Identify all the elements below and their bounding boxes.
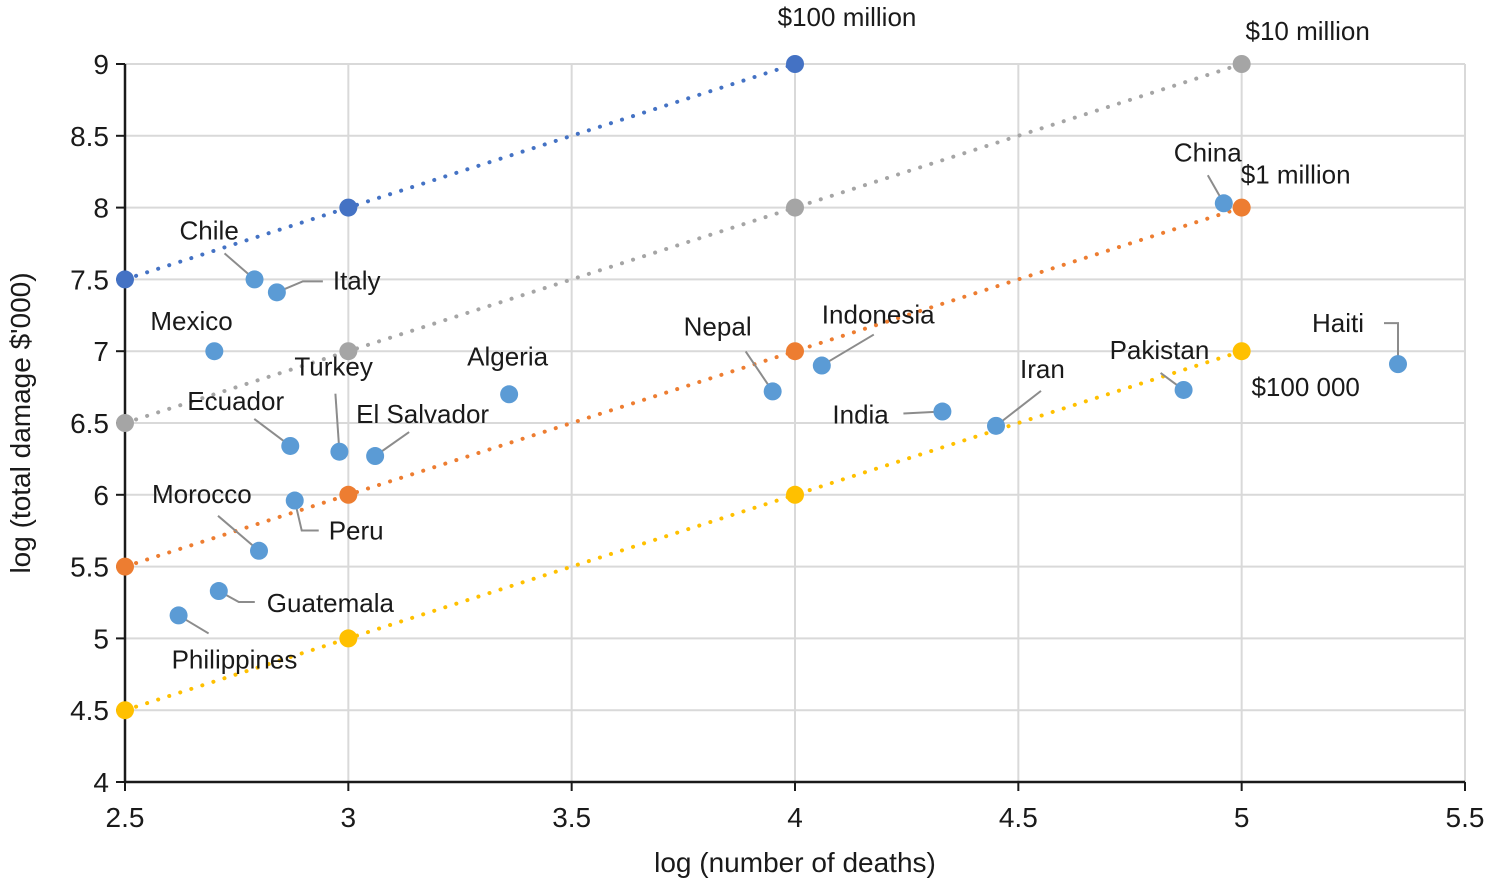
reference-line-label: $100 000 [1251,372,1359,402]
data-labels: $100 million $10 million $1 million $100 00… [150,2,1369,674]
y-tick-label: 8.5 [70,121,109,152]
reference-line [123,205,1244,569]
country-label: Indonesia [822,300,935,330]
reference-marker [1232,342,1251,361]
country-label: Morocco [152,479,252,509]
country-point [267,283,286,302]
leader-line [293,500,319,532]
country-point [169,606,188,625]
country-point [209,582,228,601]
x-tick-label: 2.5 [106,802,145,833]
y-tick-label: 5.5 [70,552,109,583]
country-point [285,491,304,510]
country-point [1389,355,1407,374]
country-point [933,402,952,421]
leader-line [276,280,323,294]
country-point [366,447,385,466]
x-tick-label: 4 [787,802,803,833]
country-label: China [1174,137,1242,167]
reference-marker [339,485,358,504]
reference-line-label: $10 million [1246,16,1370,46]
country-point [812,356,831,375]
x-tick-label: 3 [341,802,357,833]
country-point [250,541,268,560]
y-axis-title: log (total damage $'000) [5,272,36,573]
country-label: Guatemala [267,588,395,618]
reference-marker [339,629,358,648]
country-label: El Salvador [356,399,489,429]
country-point [500,385,519,404]
reference-line [123,62,1244,425]
y-tick-label: 7 [93,336,109,367]
country-point [763,382,782,401]
y-tick-label: 8 [93,193,109,224]
y-tick-label: 7.5 [70,264,109,295]
reference-line [123,349,1244,713]
country-label: Haiti [1312,308,1364,338]
y-tick-label: 5 [93,623,109,654]
data-points [116,55,1407,720]
country-label: Nepal [684,311,752,341]
x-tick-label: 3.5 [552,802,591,833]
country-label: Ecuador [187,386,284,416]
country-point [245,270,264,289]
country-point [1174,380,1193,399]
reference-marker [116,557,134,576]
reference-marker [116,414,134,432]
y-tick-label: 4.5 [70,695,109,726]
leader-line [1384,322,1399,365]
y-tick-label: 4 [93,767,109,798]
country-label: Peru [329,516,384,546]
country-point [1214,194,1233,213]
leader-line [995,390,1042,427]
country-point [205,342,224,361]
country-label: Pakistan [1110,335,1210,365]
reference-marker [1232,55,1251,73]
country-label: Chile [180,215,239,245]
x-tick-label: 4.5 [999,802,1038,833]
country-point [281,436,300,455]
country-label: India [832,400,889,430]
leader-line [334,393,341,452]
reference-marker [116,270,134,289]
y-tick-label: 6 [93,480,109,511]
reference-marker [339,342,358,361]
y-tick-label: 9 [93,49,109,80]
x-tick-label: 5 [1234,802,1250,833]
country-label: Turkey [294,352,373,382]
leader-line [821,333,875,367]
reference-line-label: $1 million [1241,160,1351,190]
country-point [330,442,349,461]
reference-marker [786,485,804,504]
country-point [987,416,1005,435]
country-label: Iran [1020,354,1065,384]
y-tick-label: 6.5 [70,408,109,439]
reference-marker [786,198,804,217]
reference-marker [339,198,358,217]
x-axis-title: log (number of deaths) [654,847,936,878]
country-label: Mexico [150,306,232,336]
reference-marker [116,701,134,720]
country-label: Philippines [172,644,298,674]
reference-line-label: $100 million [778,2,917,32]
reference-marker [1232,198,1251,217]
reference-marker [786,55,804,73]
reference-line [123,62,797,282]
country-label: Italy [333,265,381,295]
x-tick-label: 5.5 [1446,802,1485,833]
reference-marker [786,342,804,361]
country-label: Algeria [467,341,548,371]
